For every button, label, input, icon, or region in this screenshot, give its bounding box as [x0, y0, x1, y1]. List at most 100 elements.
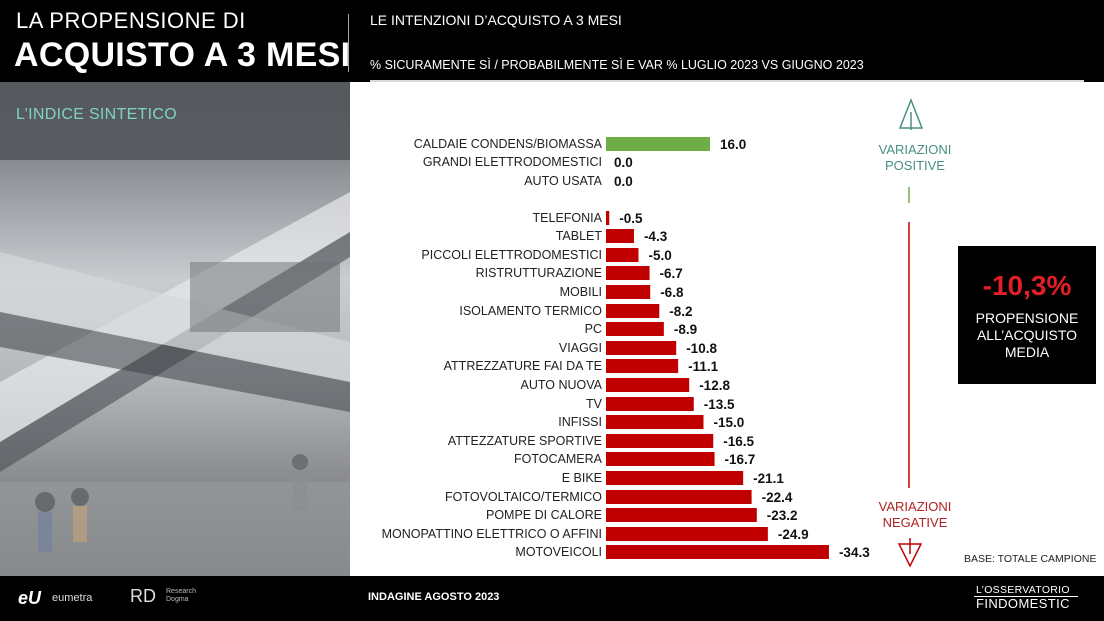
bar	[606, 341, 677, 355]
data-label: -0.5	[619, 211, 643, 226]
bar	[606, 359, 679, 373]
bar	[606, 508, 757, 522]
category-label: AUTO NUOVA	[521, 378, 603, 392]
bar	[606, 490, 752, 504]
bar	[606, 397, 694, 411]
bar	[606, 452, 715, 466]
data-label: 0.0	[614, 155, 633, 170]
brand-divider	[974, 596, 1078, 597]
category-label: TABLET	[556, 229, 603, 243]
category-label: ATTEZZATURE SPORTIVE	[448, 434, 602, 448]
data-label: -24.9	[778, 527, 809, 542]
data-label: -8.9	[674, 322, 697, 337]
data-label: -21.1	[753, 471, 784, 486]
category-label: INFISSI	[558, 415, 602, 429]
side-label: L’INDICE SINTETICO	[16, 106, 177, 123]
category-label: VIAGGI	[559, 341, 602, 355]
category-label: GRANDI ELETTRODOMESTICI	[423, 155, 602, 169]
eumetra-logo-mark: eU	[18, 588, 42, 608]
bar	[606, 471, 744, 485]
data-label: -8.2	[669, 304, 692, 319]
negative-variation-label: VARIAZIONI NEGATIVE	[860, 499, 970, 531]
summary-box: -10,3% PROPENSIONE ALL’ACQUISTO MEDIA	[958, 246, 1096, 384]
data-label: -16.5	[723, 434, 754, 449]
negative-label-line1: VARIAZIONI	[878, 499, 952, 514]
positive-label-line1: VARIAZIONI	[878, 142, 952, 157]
bar	[606, 527, 768, 541]
research-dogma-logo-text: Research Dogma	[166, 588, 196, 603]
brand-line2: FINDOMESTIC	[976, 596, 1070, 611]
category-label: POMPE DI CALORE	[486, 508, 602, 522]
page-title-line1: LA PROPENSIONE DI	[16, 8, 246, 33]
research-dogma-logo-mark: RD	[130, 586, 156, 606]
chart-title: LE INTENZIONI D’ACQUISTO A 3 MESI	[370, 12, 622, 28]
data-label: -6.7	[660, 266, 683, 281]
negative-label-line2: NEGATIVE	[882, 515, 948, 530]
bar	[606, 415, 704, 429]
data-label: -15.0	[714, 415, 745, 430]
data-label: -22.4	[762, 490, 793, 505]
category-label: PICCOLI ELETTRODOMESTICI	[421, 248, 602, 262]
positive-label-line2: POSITIVE	[885, 158, 945, 173]
bar	[606, 378, 690, 392]
category-label: CALDAIE CONDENS/BIOMASSA	[414, 137, 603, 151]
mall-photo: L’INDICE SINTETICO	[0, 82, 350, 576]
summary-value: -10,3%	[982, 270, 1072, 301]
bar	[606, 545, 829, 559]
bar	[606, 434, 714, 448]
category-label: ISOLAMENTO TERMICO	[459, 304, 602, 318]
bar	[606, 137, 710, 151]
bar	[606, 285, 651, 299]
header-rule	[370, 80, 1084, 82]
bar	[606, 304, 660, 318]
data-label: -5.0	[649, 248, 672, 263]
data-label: -16.7	[725, 452, 756, 467]
category-label: MOTOVEICOLI	[515, 545, 602, 559]
header-separator	[348, 14, 349, 72]
header: LA PROPENSIONE DI ACQUISTO A 3 MESI LE I…	[0, 0, 1104, 82]
category-label: FOTOCAMERA	[514, 452, 603, 466]
bar	[606, 248, 639, 262]
bar	[606, 322, 664, 336]
summary-label: PROPENSIONE ALL’ACQUISTO MEDIA	[958, 310, 1096, 361]
category-label: AUTO USATA	[524, 174, 602, 188]
data-label: 16.0	[720, 137, 746, 152]
category-label: RISTRUTTURAZIONE	[476, 266, 602, 280]
summary-label-line1: PROPENSIONE	[975, 310, 1079, 326]
eumetra-logo-text: eumetra	[52, 592, 93, 604]
data-label: -23.2	[767, 508, 798, 523]
data-label: -10.8	[686, 341, 717, 356]
data-label: -12.8	[699, 378, 730, 393]
category-label: FOTOVOLTAICO/TERMICO	[445, 490, 602, 504]
chart-subtitle: % SICURAMENTE SÌ / PROBABILMENTE SÌ E VA…	[370, 58, 864, 72]
category-label: MONOPATTINO ELETTRICO O AFFINI	[382, 527, 602, 541]
data-label: -6.8	[660, 285, 684, 300]
side-label-band: L’INDICE SINTETICO	[0, 82, 350, 160]
escalator-illustration	[0, 192, 350, 576]
bar	[606, 229, 634, 243]
category-label: E BIKE	[562, 471, 602, 485]
category-label: PC	[585, 322, 602, 336]
category-label: TV	[586, 397, 603, 411]
data-label: -34.3	[839, 545, 870, 560]
data-label: -13.5	[704, 397, 735, 412]
data-label: 0.0	[614, 174, 633, 189]
bar	[606, 211, 610, 225]
summary-label-line3: MEDIA	[1004, 344, 1050, 360]
survey-label: INDAGINE AGOSTO 2023	[368, 591, 500, 603]
category-label: MOBILI	[560, 285, 602, 299]
data-label: -4.3	[644, 229, 668, 244]
base-note: BASE: TOTALE CAMPIONE	[964, 553, 1097, 565]
page-title-line2: ACQUISTO A 3 MESI	[14, 36, 351, 74]
category-label: ATTREZZATURE FAI DA TE	[444, 359, 602, 373]
footer: eU eumetra RD Research Dogma INDAGINE AG…	[0, 576, 1104, 621]
bar	[606, 266, 650, 280]
positive-variation-label: VARIAZIONI POSITIVE	[860, 142, 970, 174]
positive-arrow	[898, 97, 924, 203]
summary-label-line2: ALL’ACQUISTO	[976, 327, 1078, 343]
data-label: -11.1	[688, 359, 719, 374]
brand-line1: L’OSSERVATORIO	[976, 584, 1070, 596]
negative-arrow	[897, 222, 923, 568]
category-label: TELEFONIA	[533, 211, 603, 225]
